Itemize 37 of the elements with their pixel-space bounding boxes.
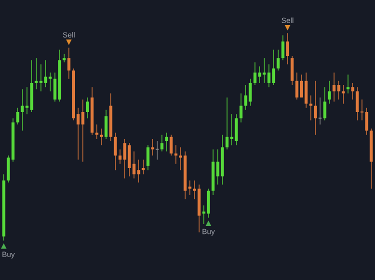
candlestick [248,78,252,106]
candlestick [332,72,336,102]
candlestick [160,134,164,152]
candlestick [67,47,70,80]
candlestick [281,34,284,60]
candlestick [290,56,294,86]
candlestick [314,80,317,136]
candlestick [323,86,326,121]
candlestick [226,97,229,150]
candlestick [48,72,52,92]
candlestick [100,128,103,146]
candlestick [165,132,168,152]
candlestick [142,159,145,175]
candlestick [240,92,242,123]
candlestick [86,97,89,119]
candlestick [244,84,248,110]
candlestick [351,82,354,100]
candlestick [95,124,98,140]
candlestick [16,108,20,125]
candlestick [170,134,173,156]
candlestick [309,95,312,121]
candlestick [206,188,210,218]
candlestick [104,110,108,140]
candlestick [151,138,154,156]
candlestick [318,97,322,125]
candlestick [328,80,331,104]
candlestick [155,140,160,160]
candlestick [286,32,290,65]
candlestick [342,84,345,104]
candlestick [276,49,280,71]
candlestick [188,180,192,196]
candlestick [114,132,117,170]
candlestick [146,144,150,170]
candlestick [234,114,238,146]
candlestick [346,74,350,94]
candlestick [81,99,84,162]
candlestick [174,144,178,164]
